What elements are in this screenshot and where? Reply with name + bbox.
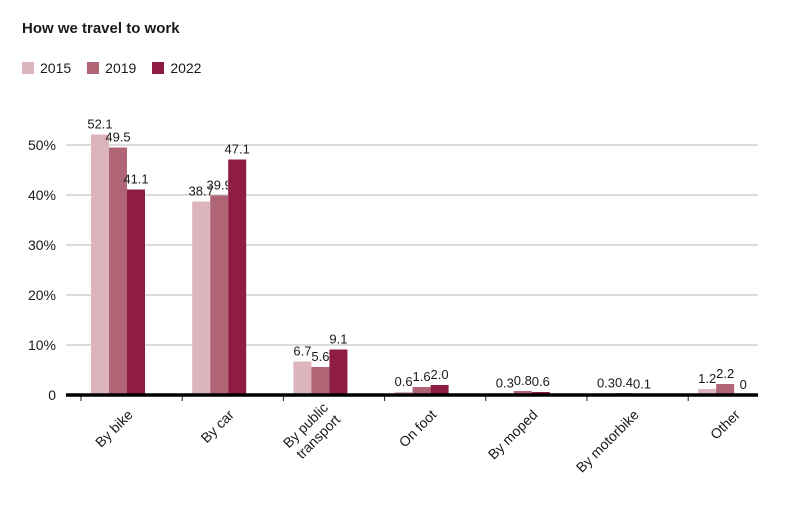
y-tick-label: 50% [28,137,56,153]
x-tick-label-line: By bike [92,406,136,450]
x-tick-label: On foot [396,406,440,450]
data-label: 0.8 [514,373,532,388]
data-label: 1.2 [698,371,716,386]
data-label: 2.0 [431,367,449,382]
bar [412,387,431,395]
x-tick-label: By car [198,406,238,446]
legend-swatch-2019 [87,62,100,74]
legend-swatch-2015 [22,62,34,74]
x-tick-label-line: By moped [485,406,541,462]
y-tick-label: 40% [28,187,56,203]
x-tick-label-line: Other [707,406,743,442]
y-tick-label: 30% [28,237,56,253]
bar [293,361,312,395]
bar [127,189,145,395]
data-label: 52.1 [87,117,112,132]
data-label: 1.6 [413,369,431,384]
bar [210,195,229,395]
data-label: 0.6 [532,374,550,389]
data-label: 0.3 [597,376,615,391]
y-tick-label: 0 [48,387,56,403]
bar [228,159,247,395]
legend: 2015 2019 2022 [22,60,201,76]
data-label: 2.2 [716,366,734,381]
legend-item-2015: 2015 [22,60,71,76]
data-label: 5.6 [311,349,329,364]
legend-item-2019: 2019 [87,60,136,76]
legend-label-2022: 2022 [170,60,202,76]
data-label: 47.1 [225,142,250,157]
bar [698,389,717,395]
y-tick-label: 10% [28,337,56,353]
x-tick-label: By motorbike [573,406,642,475]
legend-item-2022: 2022 [152,60,201,76]
bar [430,385,449,395]
chart-title: How we travel to work [22,20,180,37]
data-label: 6.7 [293,344,311,359]
data-label: 39.9 [207,178,232,193]
bar [192,201,211,395]
x-tick-label: Other [707,406,743,442]
x-tick-label: By bike [92,406,136,450]
bar [311,367,330,395]
data-label: 49.5 [105,130,130,145]
data-label: 0.4 [615,375,633,390]
data-label: 0.6 [395,374,413,389]
bar [91,134,109,395]
x-tick-label-line: On foot [396,406,440,450]
y-tick-label: 20% [28,287,56,303]
x-tick-label: By publictransport [280,399,344,463]
bar [513,391,532,395]
legend-swatch-2022 [152,62,165,74]
legend-label-2019: 2019 [105,60,137,76]
x-tick-label: By moped [485,406,541,462]
data-label: 0.3 [496,376,514,391]
legend-label-2015: 2015 [40,60,72,76]
bar [716,384,735,395]
bar [329,349,348,395]
x-tick-label-line: By motorbike [573,406,642,475]
data-label: 9.1 [329,332,347,347]
data-label: 0 [740,377,747,392]
bar [109,147,127,395]
data-label: 38.7 [189,184,214,199]
data-label: 0.1 [633,377,651,392]
x-tick-label-line: By car [198,406,238,446]
data-label: 41.1 [123,172,148,187]
